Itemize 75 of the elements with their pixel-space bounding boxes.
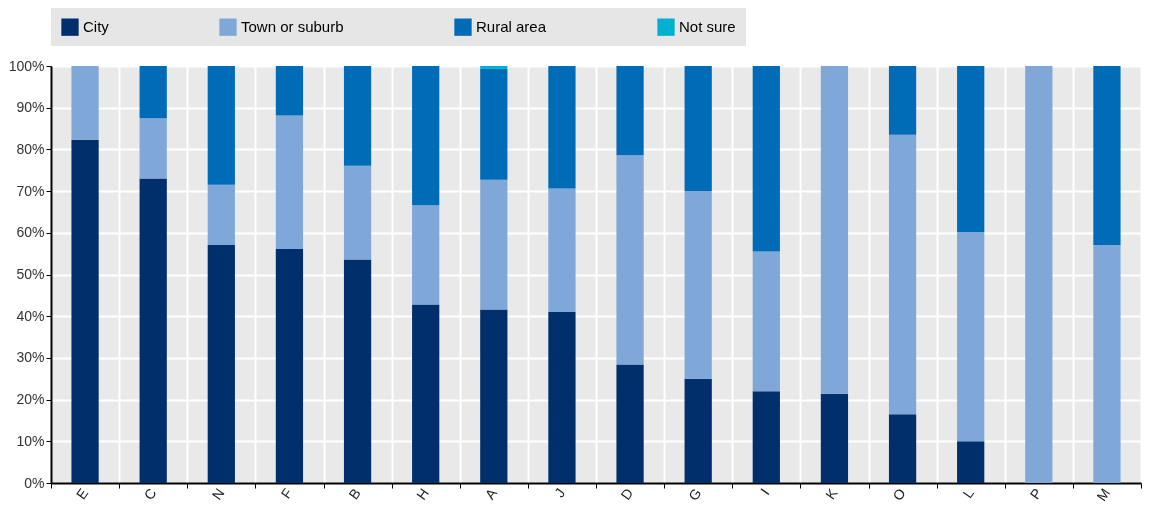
bar xyxy=(1093,66,1121,245)
bar xyxy=(139,178,167,483)
y-tick-label: 70% xyxy=(16,182,45,199)
bar xyxy=(343,66,372,166)
bar xyxy=(275,115,304,250)
bar xyxy=(412,304,440,483)
x-tick-label: K xyxy=(822,484,842,503)
y-tick-label: 90% xyxy=(16,99,45,116)
bar xyxy=(207,244,235,483)
y-tick-label: 80% xyxy=(16,140,45,157)
bar xyxy=(888,134,917,415)
bar xyxy=(684,378,712,483)
x-tick-label: M xyxy=(1093,485,1114,505)
bar xyxy=(275,66,304,116)
bar xyxy=(71,139,99,483)
bar xyxy=(71,66,99,140)
legend-label: Rural area xyxy=(476,18,547,36)
x-tick-label: D xyxy=(617,485,637,503)
x-tick-label: B xyxy=(345,485,364,503)
bar xyxy=(480,66,508,69)
bar xyxy=(480,179,508,310)
bar xyxy=(343,259,372,483)
bar xyxy=(616,155,644,365)
bar xyxy=(548,66,576,189)
bar xyxy=(480,309,508,483)
y-tick-label: 40% xyxy=(16,307,45,324)
bar xyxy=(139,118,167,179)
bar xyxy=(888,66,917,135)
x-tick-label: E xyxy=(72,485,92,503)
y-tick-label: 60% xyxy=(16,224,45,241)
legend-label: City xyxy=(83,18,110,36)
y-tick-label: 30% xyxy=(16,349,45,366)
bar xyxy=(820,66,849,394)
y-tick-label: 20% xyxy=(16,391,45,408)
y-tick-label: 0% xyxy=(24,474,45,491)
y-tick-label: 100% xyxy=(8,57,45,74)
bar xyxy=(752,66,780,252)
bar xyxy=(275,249,304,483)
x-tick-label: O xyxy=(889,485,909,504)
bar xyxy=(752,251,780,392)
x-tick-label: N xyxy=(208,485,228,503)
bar xyxy=(752,391,780,483)
bar xyxy=(343,165,372,260)
legend-label: Town or suburb xyxy=(241,18,344,36)
x-tick-label: P xyxy=(1026,485,1046,503)
bar xyxy=(820,393,849,483)
bar xyxy=(139,66,167,119)
y-tick-label: 10% xyxy=(16,432,45,449)
bar xyxy=(548,188,576,313)
bar xyxy=(412,66,440,206)
bar xyxy=(480,68,508,180)
x-tick-label: L xyxy=(959,485,978,501)
x-tick-label: C xyxy=(140,485,160,503)
x-tick-label: F xyxy=(277,485,296,502)
bar xyxy=(1093,244,1121,483)
x-tick-label: G xyxy=(685,485,705,504)
legend-label: Not sure xyxy=(679,18,736,36)
bar xyxy=(616,66,644,156)
bar xyxy=(207,66,235,185)
bar xyxy=(616,364,644,483)
bar xyxy=(957,441,985,483)
x-tick-label: H xyxy=(413,485,432,503)
x-tick-label: A xyxy=(481,484,501,503)
x-tick-label: I xyxy=(757,485,773,498)
bar xyxy=(412,205,440,305)
bar xyxy=(684,66,712,192)
bar xyxy=(957,231,985,442)
bar xyxy=(548,312,576,483)
bar xyxy=(684,191,712,379)
bar xyxy=(888,414,917,483)
x-tick-label: J xyxy=(551,485,569,501)
bar xyxy=(207,184,235,245)
y-tick-label: 50% xyxy=(16,266,45,282)
bar xyxy=(957,66,985,232)
bar xyxy=(1025,66,1053,483)
